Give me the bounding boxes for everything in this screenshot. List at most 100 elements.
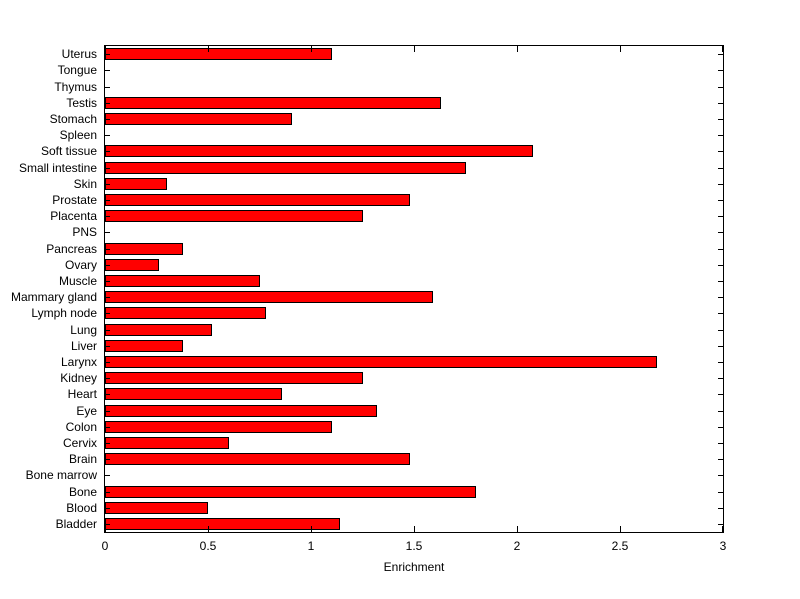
y-axis-tick <box>718 313 723 314</box>
bar-colon <box>105 420 332 433</box>
bar-kidney <box>105 372 363 385</box>
bar-testis <box>105 96 441 109</box>
y-axis-tick <box>718 459 723 460</box>
y-axis-tick <box>718 524 723 525</box>
bar-brain <box>105 453 410 466</box>
y-axis-tick <box>105 103 110 104</box>
y-tick-label: Lung <box>70 322 97 337</box>
y-axis-tick <box>105 232 110 233</box>
y-tick-label: Uterus <box>61 47 97 62</box>
y-tick-label: Bone <box>68 484 97 499</box>
x-axis-tick <box>722 46 723 52</box>
x-tick-label: 2.5 <box>611 539 629 553</box>
y-axis-tick <box>105 524 110 525</box>
y-axis-tick <box>105 508 110 509</box>
y-tick-label: Larynx <box>60 354 97 369</box>
y-axis-tick <box>718 216 723 217</box>
y-axis-tick <box>718 249 723 250</box>
bar-blood <box>105 501 208 514</box>
y-tick-label: Colon <box>65 419 97 434</box>
bar-pancreas <box>105 242 183 255</box>
y-tick-label: Cervix <box>62 435 97 450</box>
y-axis-tick <box>718 103 723 104</box>
bar-uterus <box>105 48 332 61</box>
x-tick-label: 0.5 <box>199 539 217 553</box>
y-tick-label: Thymus <box>54 79 97 94</box>
y-axis-tick <box>105 70 110 71</box>
y-axis-tick <box>105 394 110 395</box>
y-tick-label: Stomach <box>49 111 97 126</box>
y-tick-label: Liver <box>70 338 97 353</box>
y-axis-tick <box>105 249 110 250</box>
bar-cervix <box>105 436 229 449</box>
y-tick-label: Blood <box>66 500 97 515</box>
y-axis-tick <box>105 200 110 201</box>
y-axis-tick <box>718 168 723 169</box>
y-tick-label: Ovary <box>64 257 97 272</box>
y-axis-tick <box>105 346 110 347</box>
y-tick-label: Brain <box>68 452 97 467</box>
y-axis-tick <box>718 475 723 476</box>
y-axis-tick <box>105 135 110 136</box>
y-axis-tick <box>105 119 110 120</box>
y-tick-label: Testis <box>66 95 97 110</box>
y-axis-tick <box>105 492 110 493</box>
y-axis-tick <box>105 184 110 185</box>
y-axis-tick <box>105 459 110 460</box>
y-tick-label: Placenta <box>50 209 97 224</box>
y-axis-tick <box>718 151 723 152</box>
y-axis-tick <box>105 475 110 476</box>
x-axis-tick <box>517 526 518 532</box>
y-axis-tick <box>718 54 723 55</box>
y-axis-tick <box>105 378 110 379</box>
y-tick-label: Mammary gland <box>10 290 97 305</box>
bar-liver <box>105 339 183 352</box>
y-tick-label: Spleen <box>59 128 97 143</box>
y-axis-tick <box>718 508 723 509</box>
y-axis-tick <box>105 281 110 282</box>
x-axis-tick <box>620 46 621 52</box>
y-axis-tick <box>105 54 110 55</box>
x-axis-tick <box>105 526 106 532</box>
bar-bone <box>105 485 476 498</box>
y-axis-tick <box>718 200 723 201</box>
bar-eye <box>105 404 377 417</box>
y-axis-tick <box>718 443 723 444</box>
y-axis-tick <box>718 70 723 71</box>
y-axis-tick <box>718 411 723 412</box>
x-axis-label: Enrichment <box>383 560 445 574</box>
y-axis-tick <box>718 135 723 136</box>
x-axis-tick <box>620 526 621 532</box>
y-tick-label: Pancreas <box>46 241 97 256</box>
y-axis-tick <box>718 394 723 395</box>
y-tick-label: Skin <box>73 176 97 191</box>
x-tick-label: 1.5 <box>405 539 423 553</box>
y-axis-tick <box>105 427 110 428</box>
x-tick-label: 2 <box>513 539 521 553</box>
bar-soft-tissue <box>105 145 533 158</box>
y-axis-tick <box>105 362 110 363</box>
bar-skin <box>105 177 167 190</box>
y-axis-tick <box>105 443 110 444</box>
x-axis-tick <box>517 46 518 52</box>
y-axis-tick <box>105 216 110 217</box>
y-axis-tick <box>718 232 723 233</box>
x-axis-tick <box>414 526 415 532</box>
y-axis-tick <box>718 330 723 331</box>
bar-bladder <box>105 517 340 530</box>
x-axis-tick <box>208 526 209 532</box>
bar-lymph-node <box>105 307 266 320</box>
bar-placenta <box>105 210 363 223</box>
x-axis-tick <box>414 46 415 52</box>
x-tick-label: 0 <box>101 539 109 553</box>
x-axis-tick <box>105 46 106 52</box>
bar-ovary <box>105 258 159 271</box>
bar-lung <box>105 323 212 336</box>
y-axis-tick <box>718 184 723 185</box>
y-axis-tick <box>718 265 723 266</box>
x-tick-label: 1 <box>307 539 315 553</box>
y-tick-label: Lymph node <box>31 306 97 321</box>
y-axis-tick <box>105 168 110 169</box>
y-axis-tick <box>718 492 723 493</box>
